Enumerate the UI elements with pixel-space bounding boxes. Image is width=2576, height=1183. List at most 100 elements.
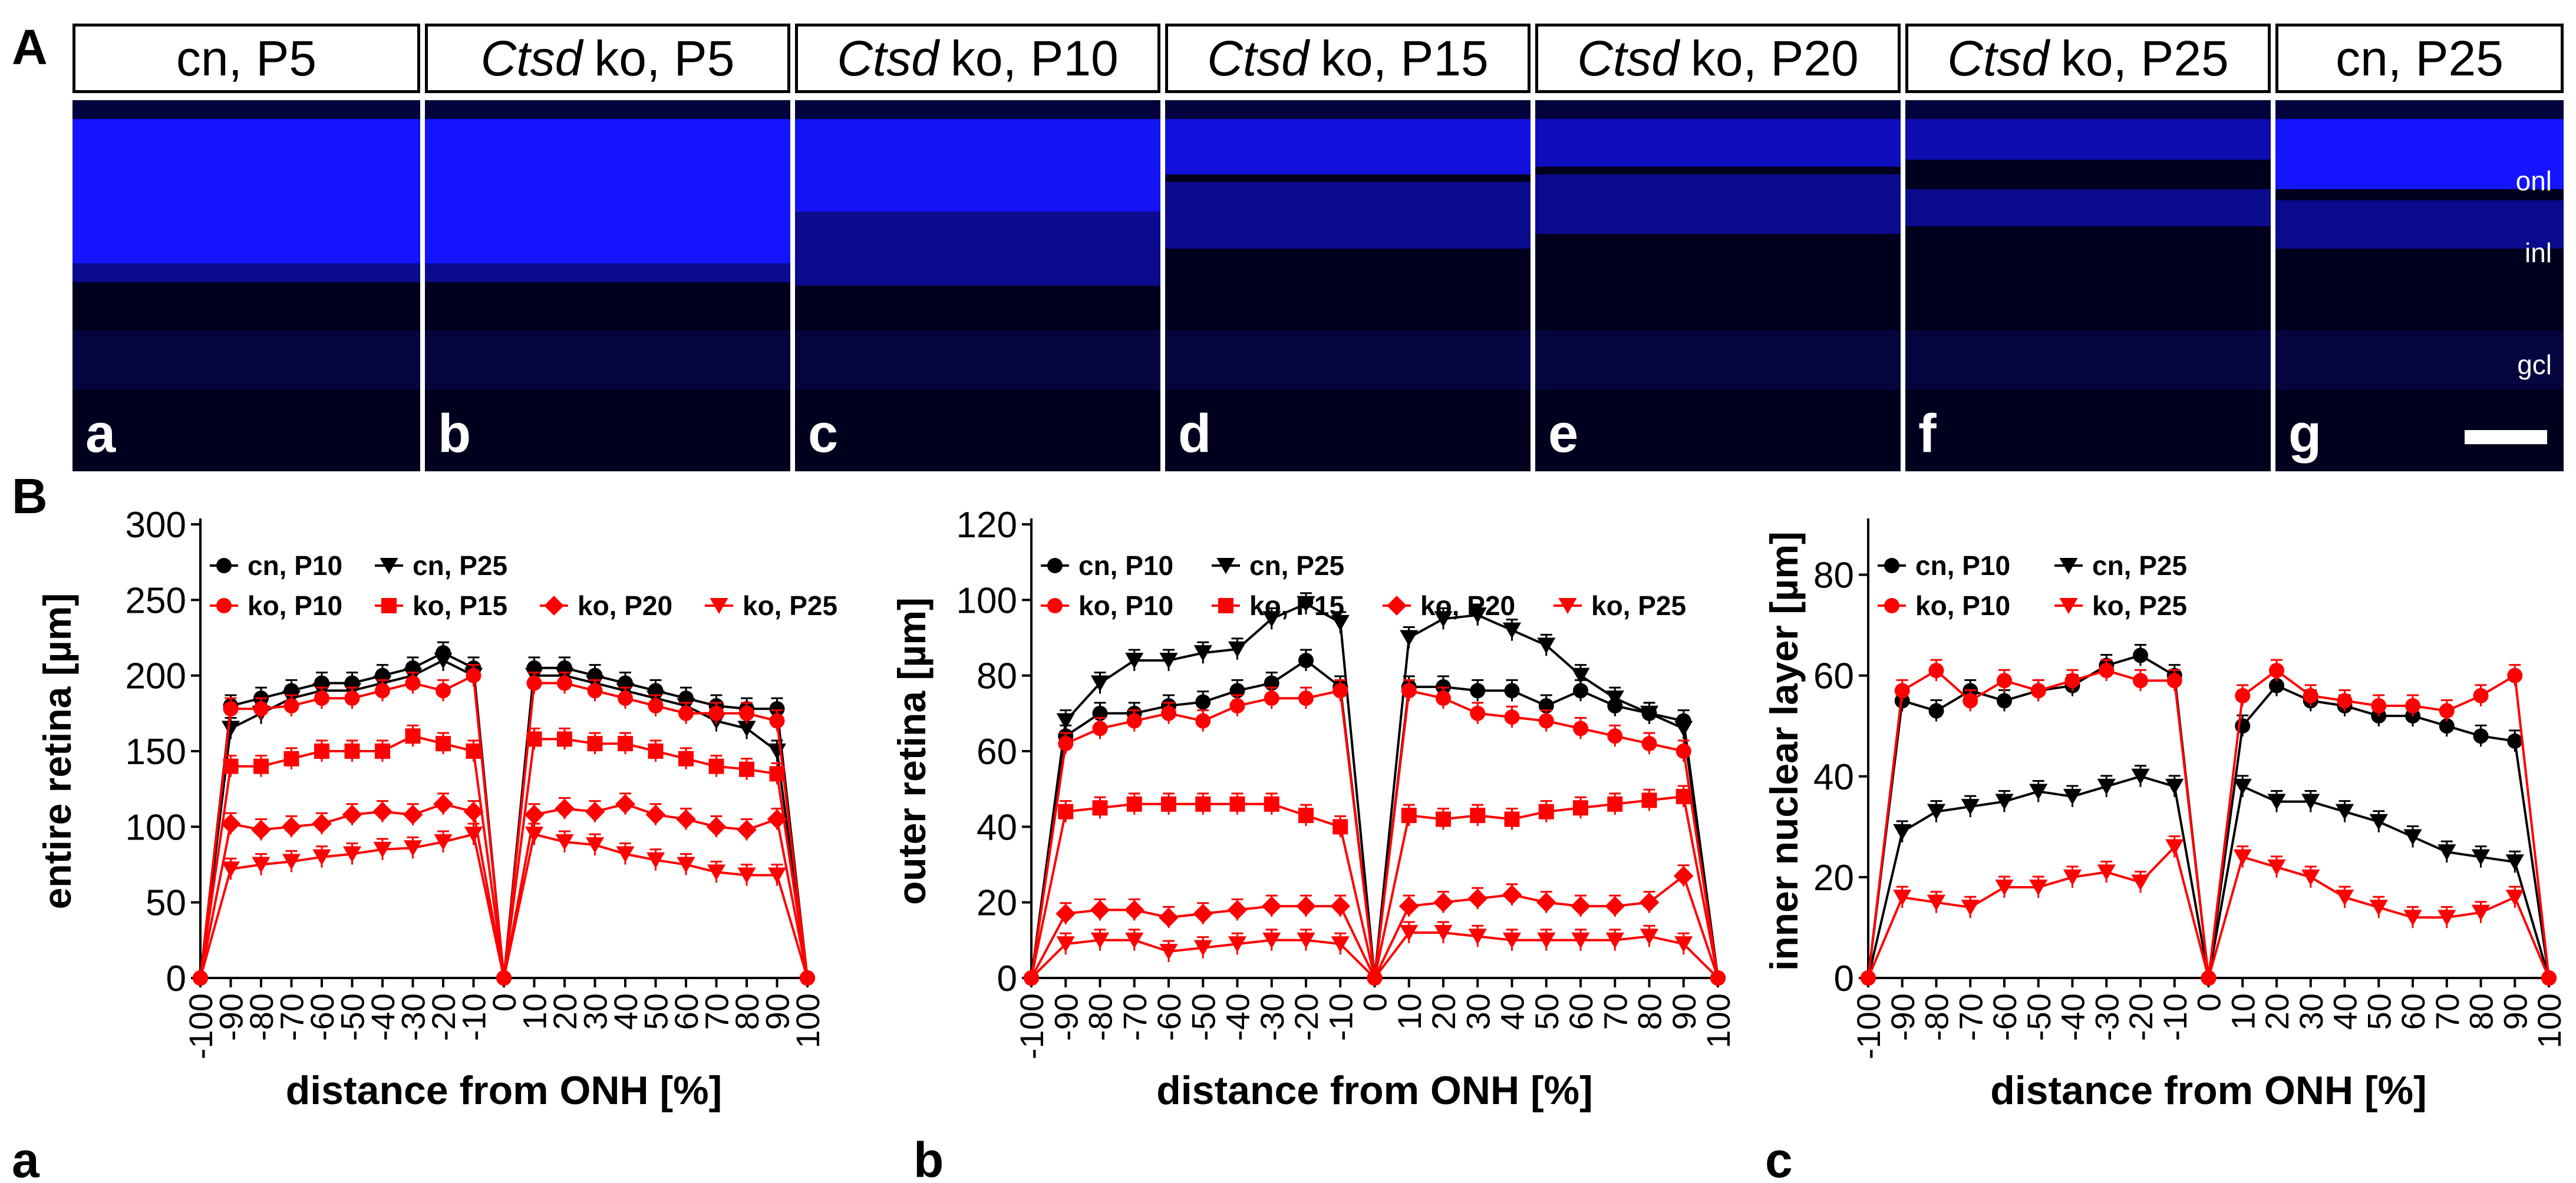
data-point-ko10 [2439,703,2455,719]
data-point-ko10 [1058,736,1074,752]
x-tick-label: -80 [243,993,280,1041]
legend-label: cn, P10 [1915,550,2010,581]
data-point-ko25 [2471,904,2491,921]
data-point-ko25 [525,827,544,843]
data-point-ko25 [2301,869,2320,886]
y-tick-label: 60 [1813,656,1854,697]
legend-label: cn, P10 [248,550,342,581]
data-point-ko20 [372,801,392,822]
x-tick-label: 70 [698,993,735,1030]
data-point-cn10 [2269,678,2284,693]
data-point-cn25 [2301,794,2320,810]
data-point-ko10 [2064,673,2080,689]
data-point-ko15 [1332,819,1348,835]
data-point-ko25 [342,846,362,863]
data-point-cn25 [1193,645,1212,662]
data-point-ko10 [769,713,785,729]
y-tick-label: 0 [997,959,1017,999]
data-point-ko15 [405,728,421,744]
x-tick-label: 20 [546,993,583,1030]
legend-label: ko, P10 [248,590,342,621]
outer-segment-layer [1905,100,2271,119]
data-point-ko10 [1264,690,1279,706]
x-tick-label: -80 [1918,993,1955,1041]
data-point-ko15 [678,751,694,766]
data-point-ko25 [1571,932,1590,949]
data-point-ko25 [2335,890,2354,906]
y-axis-title: entire retina [µm] [35,593,79,910]
data-point-ko10 [466,667,481,683]
data-point-ko15 [526,731,542,747]
data-point-ko10 [2269,663,2284,679]
data-point-ko10 [375,683,390,699]
micrograph-column: Ctsd ko, P15 d [1165,24,1531,471]
data-point-ko15 [1401,808,1417,824]
retina-micrograph: g onl inl gcl [2275,100,2564,471]
ganglion-cell-layer [425,330,790,390]
data-point-ko25 [1262,932,1281,949]
data-point-ko20 [342,804,362,825]
x-tick-label: 90 [759,993,796,1030]
data-point-ko25 [1024,970,1039,986]
data-point-ko25 [193,970,208,986]
data-point-ko25 [221,861,240,878]
data-point-ko15 [375,743,390,759]
x-tick-label: -60 [304,993,341,1041]
data-point-ko20 [403,804,423,825]
legend-marker-ko10 [216,598,232,613]
x-tick-label: 80 [1631,993,1668,1030]
legend-label: ko, P10 [1078,590,1173,621]
data-point-ko10 [648,698,664,713]
x-tick-label: 100 [789,993,826,1048]
chart-inner-nuclear-layer: 0 20 40 60 80 -100 -90 -80 -70 -60 -50 -40 -30 -20 -10… [1750,495,2576,1183]
data-point-ko10 [739,705,754,721]
data-point-ko25 [800,970,815,986]
data-point-ko10 [1997,673,2012,689]
condition-label: cn, P5 [176,30,317,86]
chart-svg: 050100150200250300-100-90-80-70-60-50-40… [12,505,837,1183]
data-point-cn25 [2335,804,2354,820]
data-point-ko10 [1928,663,1944,679]
x-tick-label: 30 [577,993,614,1030]
data-point-cn25 [1674,721,1693,737]
data-point-ko25 [496,970,512,986]
micrograph-title: cn, P25 [2275,24,2564,93]
legend-label: cn, P10 [1078,550,1173,581]
scale-bar [2465,430,2547,444]
data-point-ko20 [281,817,302,837]
legend-label: cn, P25 [413,550,507,581]
x-tick-label: 50 [1528,993,1565,1030]
layer-label-onl: onl [2515,166,2552,196]
retina-micrograph: d [1165,100,1531,471]
data-point-cn10 [1470,683,1486,699]
data-point-cn25 [1640,705,1659,722]
data-point-ko25 [464,827,483,843]
x-tick-label: -70 [1952,993,1989,1041]
data-point-ko10 [1504,709,1520,725]
data-point-ko10 [2303,688,2318,703]
micrograph-title: Ctsd ko, P20 [1535,24,1901,93]
data-point-ko10 [1092,721,1108,736]
data-point-cn25 [1297,596,1315,613]
data-point-cn10 [1504,683,1520,699]
x-tick-label: 10 [1391,993,1428,1030]
chart-svg: 020406080100120-100-90-80-70-60-50-40-30… [890,505,1737,1183]
data-point-ko10 [283,698,299,713]
data-point-ko25 [1893,890,1912,906]
micrograph-column: Ctsd ko, P25 f [1905,24,2271,471]
data-point-ko10 [1195,713,1211,729]
data-point-ko25 [1605,932,1624,949]
x-tick-label: -40 [1219,993,1256,1041]
y-tick-label: 50 [146,883,186,924]
data-point-ko15 [466,743,481,759]
data-point-cn25 [2369,814,2388,831]
data-point-ko10 [1229,698,1245,713]
data-point-ko20 [433,794,453,814]
x-tick-label: 90 [2496,993,2534,1030]
data-point-cn25 [1537,637,1556,654]
data-point-ko15 [739,761,754,777]
inner-nuclear-layer [2275,200,2564,249]
data-point-ko15 [557,731,572,747]
x-tick-label: 80 [728,993,766,1030]
data-point-ko20 [1296,896,1316,916]
